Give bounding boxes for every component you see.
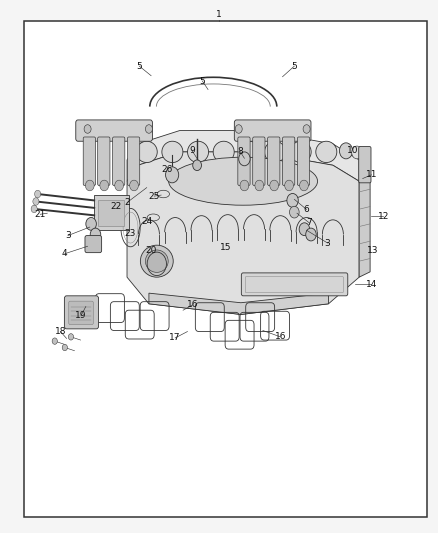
Circle shape xyxy=(31,205,37,213)
Text: 16: 16 xyxy=(275,333,286,341)
Polygon shape xyxy=(149,293,328,314)
Circle shape xyxy=(270,180,279,191)
Text: 9: 9 xyxy=(189,146,195,155)
Text: 22: 22 xyxy=(110,203,122,211)
Text: 19: 19 xyxy=(75,311,87,320)
Text: 21: 21 xyxy=(35,210,46,219)
Text: 4: 4 xyxy=(62,249,67,258)
Text: 6: 6 xyxy=(304,205,310,214)
Circle shape xyxy=(352,146,362,159)
Circle shape xyxy=(145,125,152,133)
FancyBboxPatch shape xyxy=(113,137,125,185)
Circle shape xyxy=(85,180,94,191)
Circle shape xyxy=(33,198,39,205)
Ellipse shape xyxy=(239,141,260,163)
FancyBboxPatch shape xyxy=(283,137,295,185)
Ellipse shape xyxy=(145,250,168,272)
Text: 10: 10 xyxy=(347,146,359,155)
Circle shape xyxy=(68,334,74,340)
Ellipse shape xyxy=(316,141,337,163)
Text: 8: 8 xyxy=(237,147,243,156)
Circle shape xyxy=(100,180,109,191)
Text: 25: 25 xyxy=(148,192,160,200)
Text: 5: 5 xyxy=(291,62,297,70)
FancyBboxPatch shape xyxy=(297,137,310,185)
Circle shape xyxy=(90,228,101,241)
Circle shape xyxy=(84,125,91,133)
Text: 23: 23 xyxy=(125,229,136,238)
Text: 17: 17 xyxy=(170,334,181,342)
Circle shape xyxy=(35,190,41,198)
Circle shape xyxy=(285,180,293,191)
Polygon shape xyxy=(359,181,370,277)
Text: 12: 12 xyxy=(378,212,389,221)
Text: 3: 3 xyxy=(65,231,71,240)
FancyBboxPatch shape xyxy=(127,137,140,185)
Text: 1: 1 xyxy=(216,11,222,19)
FancyBboxPatch shape xyxy=(76,120,152,141)
Text: 11: 11 xyxy=(366,171,377,179)
Circle shape xyxy=(193,160,201,171)
FancyBboxPatch shape xyxy=(359,147,371,183)
Text: 18: 18 xyxy=(55,327,66,336)
Text: 26: 26 xyxy=(162,165,173,174)
Text: 3: 3 xyxy=(325,239,331,247)
Ellipse shape xyxy=(169,157,318,205)
Ellipse shape xyxy=(136,141,157,163)
Ellipse shape xyxy=(290,141,311,163)
FancyBboxPatch shape xyxy=(234,120,311,141)
FancyBboxPatch shape xyxy=(85,236,102,253)
Circle shape xyxy=(255,180,264,191)
Circle shape xyxy=(52,338,57,344)
FancyBboxPatch shape xyxy=(69,301,93,325)
Text: 16: 16 xyxy=(187,301,198,309)
Circle shape xyxy=(239,152,250,166)
Text: 7: 7 xyxy=(306,219,312,227)
Circle shape xyxy=(300,180,308,191)
Text: 2: 2 xyxy=(124,198,130,207)
Circle shape xyxy=(290,206,299,218)
FancyBboxPatch shape xyxy=(94,195,129,230)
Ellipse shape xyxy=(265,141,286,163)
Ellipse shape xyxy=(140,245,173,277)
Circle shape xyxy=(339,143,353,159)
Polygon shape xyxy=(127,152,359,314)
FancyBboxPatch shape xyxy=(64,296,99,329)
Circle shape xyxy=(115,180,124,191)
Text: 24: 24 xyxy=(141,217,152,226)
Circle shape xyxy=(299,223,310,236)
Text: 14: 14 xyxy=(366,280,377,288)
Circle shape xyxy=(86,217,96,230)
Circle shape xyxy=(303,125,310,133)
Circle shape xyxy=(287,193,298,207)
FancyBboxPatch shape xyxy=(98,200,124,226)
Text: 5: 5 xyxy=(136,62,142,70)
FancyBboxPatch shape xyxy=(83,137,95,185)
FancyBboxPatch shape xyxy=(241,273,348,296)
Text: 5: 5 xyxy=(199,77,205,85)
Text: 15: 15 xyxy=(220,244,231,252)
Circle shape xyxy=(235,125,242,133)
Circle shape xyxy=(166,167,179,183)
Polygon shape xyxy=(127,131,359,181)
Ellipse shape xyxy=(187,141,208,163)
Ellipse shape xyxy=(213,141,234,163)
Text: 20: 20 xyxy=(145,246,157,255)
FancyBboxPatch shape xyxy=(268,137,280,185)
Circle shape xyxy=(62,344,67,351)
FancyBboxPatch shape xyxy=(253,137,265,185)
Circle shape xyxy=(306,228,316,241)
FancyBboxPatch shape xyxy=(238,137,250,185)
Ellipse shape xyxy=(162,141,183,163)
Circle shape xyxy=(130,180,138,191)
Circle shape xyxy=(240,180,249,191)
FancyBboxPatch shape xyxy=(98,137,110,185)
Text: 13: 13 xyxy=(367,246,379,255)
